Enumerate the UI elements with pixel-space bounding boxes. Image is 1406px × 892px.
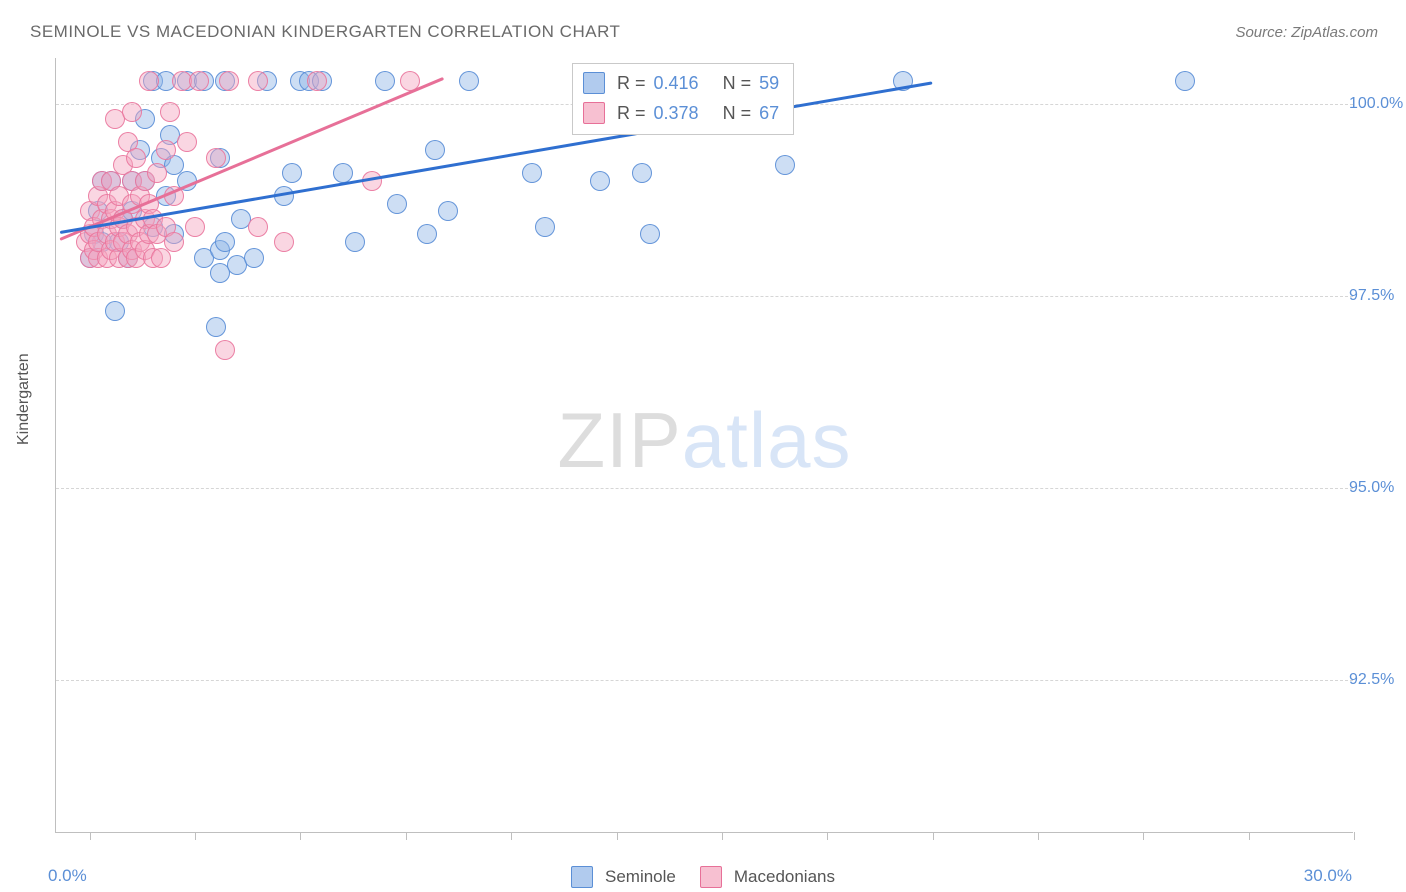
macedonian-point [160,102,180,122]
seminole-point [282,163,302,183]
x-tick [511,832,512,840]
n-value: 59 [759,68,779,98]
seminole-point [775,155,795,175]
legend-swatch [571,866,593,888]
macedonian-point [189,71,209,91]
x-tick [1354,832,1355,840]
legend-swatch [583,102,605,124]
seminole-point [345,232,365,252]
seminole-point [632,163,652,183]
seminole-point [333,163,353,183]
x-axis-max-label: 30.0% [1304,866,1352,886]
macedonian-point [185,217,205,237]
seminole-point [590,171,610,191]
x-tick [90,832,91,840]
source-attribution: Source: ZipAtlas.com [1235,24,1378,41]
r-label: R = [617,68,646,98]
legend-swatch [583,72,605,94]
scatter-plot-area: ZIPatlas 100.0%97.5%95.0%92.5% [55,58,1353,833]
macedonian-point [147,163,167,183]
x-tick [195,832,196,840]
r-value: 0.378 [654,98,699,128]
seminole-point [522,163,542,183]
x-tick [933,832,934,840]
n-label: N = [723,68,752,98]
x-tick [1249,832,1250,840]
x-tick [406,832,407,840]
watermark-atlas: atlas [682,396,852,484]
y-axis-title: Kindergarten [15,353,33,445]
seminole-point [375,71,395,91]
seminole-point [535,217,555,237]
macedonian-point [126,148,146,168]
y-tick-label: 97.5% [1349,287,1404,305]
legend: Seminole Macedonians [571,866,835,888]
x-axis-min-label: 0.0% [48,866,87,886]
macedonian-point [177,132,197,152]
stats-row: R = 0.416 N = 59 [583,68,779,98]
macedonian-point [248,217,268,237]
macedonian-point [248,71,268,91]
legend-label: Seminole [605,867,676,887]
chart-title: SEMINOLE VS MACEDONIAN KINDERGARTEN CORR… [30,22,620,42]
seminole-point [244,248,264,268]
macedonian-point [164,232,184,252]
macedonian-point [215,340,235,360]
y-tick-label: 95.0% [1349,479,1404,497]
watermark-zip: ZIP [557,396,681,484]
x-tick [827,832,828,840]
x-tick [617,832,618,840]
gridline [56,680,1353,681]
seminole-point [215,232,235,252]
seminole-point [387,194,407,214]
gridline [56,488,1353,489]
macedonian-point [206,148,226,168]
seminole-point [640,224,660,244]
y-tick-label: 92.5% [1349,671,1404,689]
seminole-point [438,201,458,221]
legend-item: Seminole [571,866,676,888]
legend-label: Macedonians [734,867,835,887]
seminole-point [206,317,226,337]
macedonian-point [307,71,327,91]
x-tick [300,832,301,840]
seminole-point [105,301,125,321]
n-label: N = [723,98,752,128]
seminole-point [417,224,437,244]
legend-swatch [700,866,722,888]
r-label: R = [617,98,646,128]
macedonian-point [274,232,294,252]
macedonian-point [122,102,142,122]
correlation-stats-box: R = 0.416 N = 59 R = 0.378 N = 67 [572,63,794,135]
legend-item: Macedonians [700,866,835,888]
r-value: 0.416 [654,68,699,98]
watermark: ZIPatlas [557,395,851,486]
macedonian-point [139,71,159,91]
n-value: 67 [759,98,779,128]
seminole-point [1175,71,1195,91]
x-tick [1038,832,1039,840]
x-tick [722,832,723,840]
macedonian-point [156,140,176,160]
x-tick [1143,832,1144,840]
stats-row: R = 0.378 N = 67 [583,98,779,128]
seminole-point [425,140,445,160]
macedonian-point [219,71,239,91]
seminole-point [459,71,479,91]
gridline [56,296,1353,297]
y-tick-label: 100.0% [1349,95,1404,113]
